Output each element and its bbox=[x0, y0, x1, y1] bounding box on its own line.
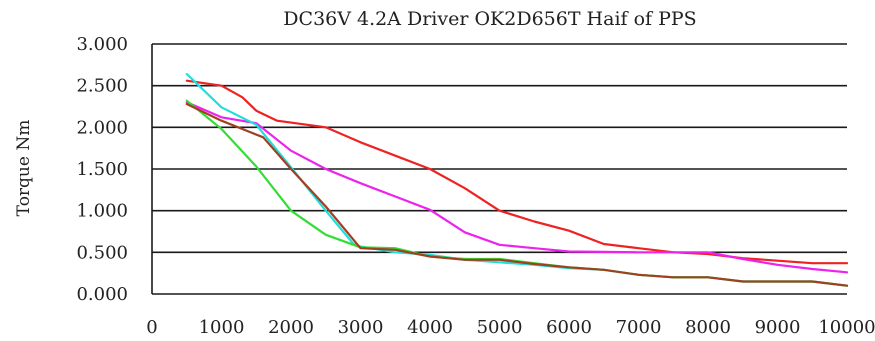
x-tick-label: 3000 bbox=[338, 317, 384, 338]
y-tick-label: 0.000 bbox=[76, 284, 128, 305]
y-tick-label: 2.000 bbox=[76, 117, 128, 138]
y-tick-label: 1.000 bbox=[76, 201, 128, 222]
grid-layer bbox=[151, 43, 847, 295]
x-tick-label: 1000 bbox=[199, 317, 245, 338]
series-line-2 bbox=[185, 101, 849, 274]
y-tick-label: 2.500 bbox=[76, 76, 128, 97]
y-tick-label: 0.500 bbox=[76, 242, 128, 263]
x-tick-label: 10000 bbox=[818, 317, 875, 338]
series-line-5 bbox=[185, 102, 849, 287]
series-line-3 bbox=[185, 72, 849, 287]
x-tick-label: 2000 bbox=[268, 317, 314, 338]
x-tick-label: 6000 bbox=[546, 317, 592, 338]
series-layer bbox=[185, 72, 849, 287]
x-tick-labels: 0 1000 2000 3000 4000 5000 6000 7000 8000 9000 100… bbox=[146, 317, 875, 338]
series-line-1 bbox=[185, 79, 849, 265]
y-tick-label: 1.500 bbox=[76, 159, 128, 180]
x-tick-label: 4000 bbox=[407, 317, 453, 338]
x-tick-label: 5000 bbox=[477, 317, 523, 338]
x-tick-label: 7000 bbox=[616, 317, 662, 338]
y-tick-label: 3.000 bbox=[76, 34, 128, 55]
x-tick-label: 8000 bbox=[685, 317, 731, 338]
chart-title: DC36V 4.2A Driver OK2D656T Haif of PPS bbox=[283, 8, 696, 30]
x-tick-label: 0 bbox=[146, 317, 157, 338]
x-tick-label: 9000 bbox=[755, 317, 801, 338]
y-axis-label: Torque Nm bbox=[14, 120, 34, 217]
y-tick-labels: 0.000 0.500 1.000 1.500 2.000 2.500 3.000 bbox=[76, 34, 128, 305]
